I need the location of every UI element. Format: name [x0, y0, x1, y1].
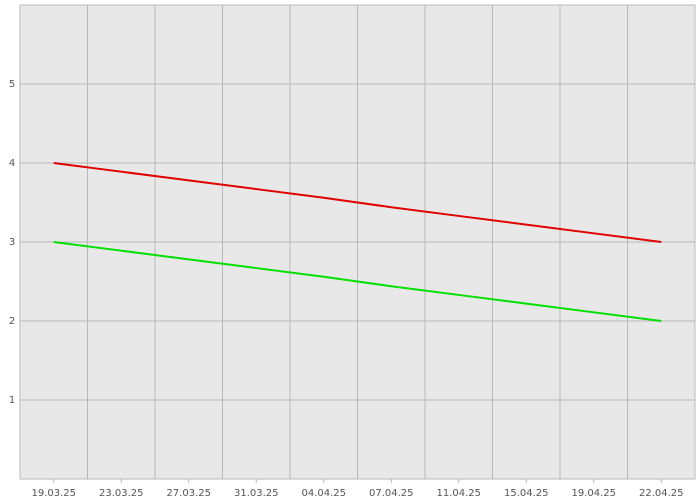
- y-tick-label: 4: [9, 158, 15, 169]
- y-tick-label: 2: [9, 316, 15, 327]
- x-tick-label: 15.04.25: [504, 488, 549, 499]
- x-tick-label: 23.03.25: [99, 488, 144, 499]
- x-tick-label: 07.04.25: [369, 488, 414, 499]
- x-tick-label: 27.03.25: [166, 488, 211, 499]
- x-tick-label: 19.04.25: [571, 488, 616, 499]
- x-tick-label: 11.04.25: [436, 488, 481, 499]
- line-series: [53, 241, 662, 322]
- x-tick-label: 31.03.25: [234, 488, 279, 499]
- x-tick-label: 19.03.25: [31, 488, 76, 499]
- y-tick-label: 1: [9, 395, 15, 406]
- y-tick-label: 5: [9, 79, 15, 90]
- line-series: [53, 162, 662, 243]
- y-tick-label: 3: [9, 237, 15, 248]
- x-tick-label: 04.04.25: [301, 488, 346, 499]
- x-tick-label: 22.04.25: [639, 488, 684, 499]
